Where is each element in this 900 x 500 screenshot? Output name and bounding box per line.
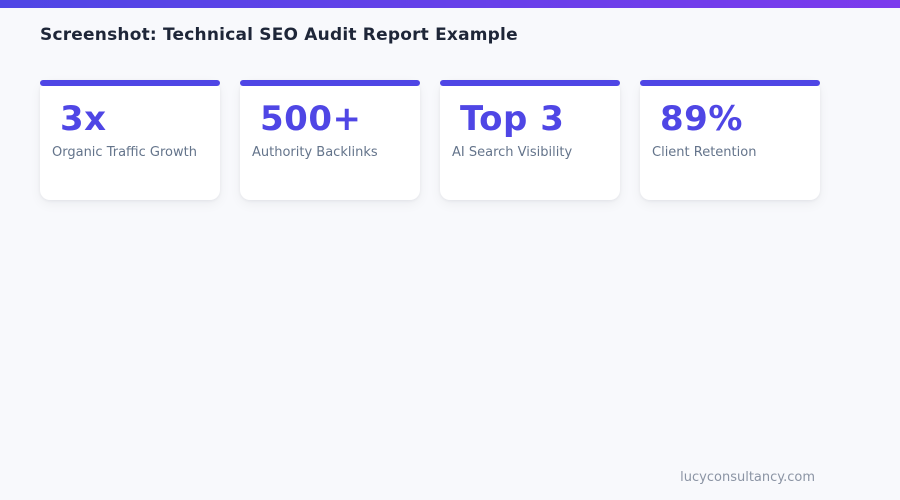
stat-value: 500+ — [260, 99, 362, 139]
stat-label: Client Retention — [652, 145, 757, 160]
card-accent-bar — [640, 80, 820, 86]
card-accent-bar — [440, 80, 620, 86]
footer-domain-text: lucyconsultancy.com — [680, 470, 815, 485]
stat-value: 89% — [660, 99, 743, 139]
top-accent-bar — [0, 0, 900, 8]
stat-value: Top 3 — [460, 99, 565, 139]
stat-card-ai-visibility: Top 3 AI Search Visibility — [440, 80, 620, 200]
stat-label: Authority Backlinks — [252, 145, 378, 160]
stat-label: AI Search Visibility — [452, 145, 573, 160]
stat-value: 3x — [60, 99, 107, 139]
page-title: Screenshot: Technical SEO Audit Report E… — [40, 25, 518, 45]
stat-label: Organic Traffic Growth — [52, 145, 197, 160]
card-accent-bar — [240, 80, 420, 86]
card-accent-bar — [40, 80, 220, 86]
stat-card-backlinks: 500+ Authority Backlinks — [240, 80, 420, 200]
stat-card-client-retention: 89% Client Retention — [640, 80, 820, 200]
stats-cards-row: 3x Organic Traffic Growth 500+ Authority… — [40, 80, 820, 200]
stat-card-organic-traffic: 3x Organic Traffic Growth — [40, 80, 220, 200]
